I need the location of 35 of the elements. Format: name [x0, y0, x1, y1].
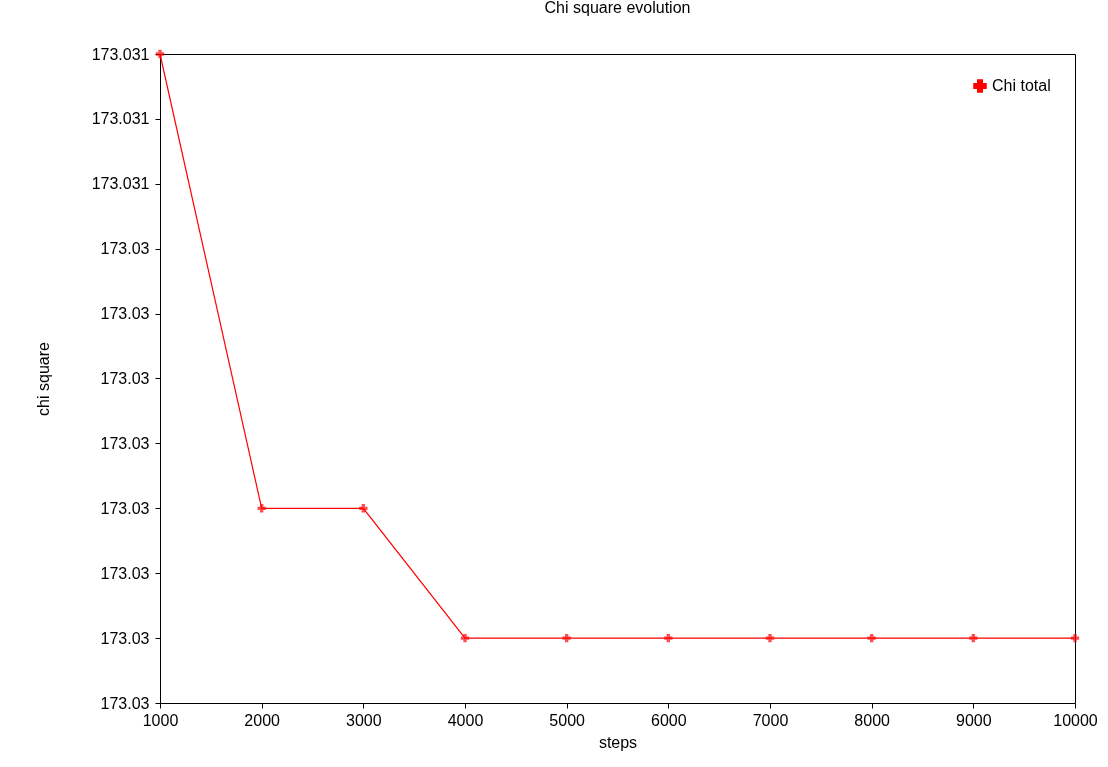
legend-label: Chi total [992, 77, 1051, 94]
point [664, 633, 673, 643]
y-tick-label: 173.031 [91, 175, 150, 193]
x-tick-label: 6000 [651, 711, 687, 729]
y-tick-label: 173.03 [100, 240, 150, 258]
y-tick-label: 173.03 [100, 629, 150, 647]
point [867, 633, 876, 643]
y-tick-label: 173.03 [100, 370, 150, 387]
x-tick-label: 1000 [142, 711, 179, 729]
point [1070, 633, 1080, 643]
point [155, 49, 165, 59]
x-tick-label: 5000 [549, 711, 586, 729]
x-tick-label: 4000 [447, 711, 484, 729]
x-tick-label: 2000 [244, 711, 281, 729]
x-tick-label: 8000 [854, 711, 891, 729]
x-axis-title: steps [598, 733, 638, 751]
chart-title: Chi square evolution [544, 0, 691, 16]
y-tick-label: 173.03 [100, 564, 150, 582]
y-tick-label: 173.03 [100, 305, 150, 323]
y-tick-label: 173.03 [100, 694, 150, 712]
point [969, 633, 978, 643]
y-tick-label: 173.031 [91, 110, 150, 128]
y-axis-title: chi square [34, 341, 52, 416]
point [359, 504, 368, 513]
x-tick-label: 3000 [346, 711, 382, 729]
point [257, 504, 266, 513]
y-tick-label: 173.031 [91, 45, 150, 63]
y-tick-label: 173.03 [100, 499, 150, 517]
x-tick-label: 7000 [752, 711, 789, 729]
point [765, 633, 775, 643]
y-tick-label: 173.03 [100, 434, 150, 452]
x-tick-label: 10000 [1053, 711, 1098, 729]
x-tick-label: 9000 [956, 711, 992, 729]
point [460, 633, 470, 643]
point [562, 633, 571, 643]
